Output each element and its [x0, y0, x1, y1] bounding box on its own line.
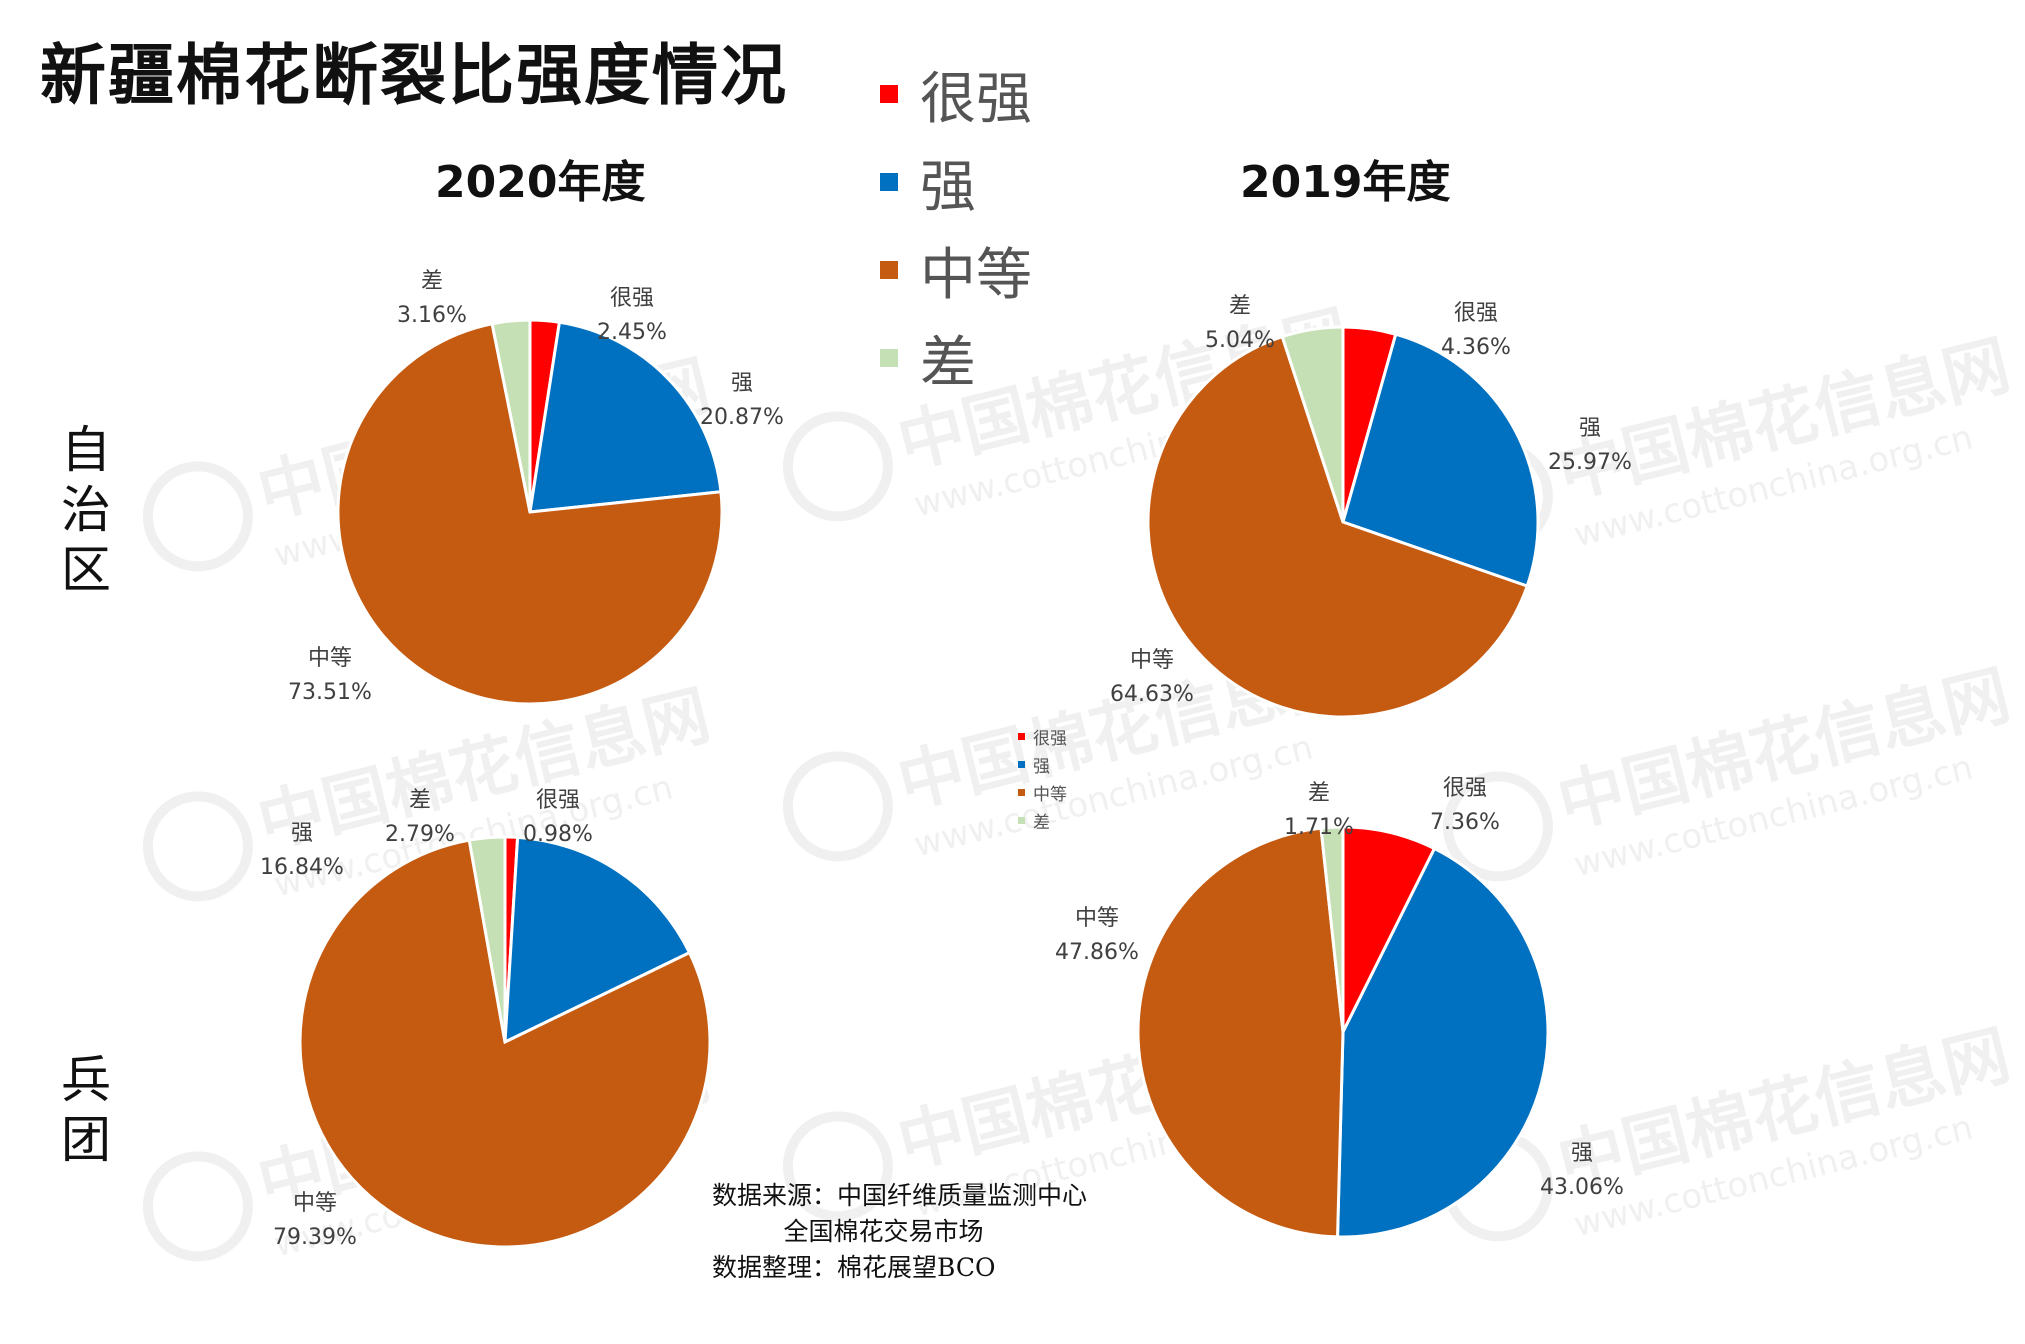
row-label-char: 兵: [61, 1051, 111, 1109]
slice-value-label: 5.04%: [1205, 328, 1275, 353]
pie-slice: [503, 835, 692, 1045]
slice-value-label: 0.98%: [523, 822, 593, 847]
slice-category-label: 强: [1571, 1141, 1593, 1166]
slice-value-label: 47.86%: [1055, 940, 1139, 965]
slice-category-label: 差: [421, 269, 443, 294]
pie-slice: [1341, 332, 1540, 589]
slice-value-label: 7.36%: [1430, 810, 1500, 835]
legend-label: 很强: [920, 66, 1032, 132]
legend-swatch: [880, 85, 898, 103]
legend-label: 中等: [1033, 784, 1067, 805]
slice-value-label: 20.87%: [700, 405, 784, 430]
pie-slice: [1136, 826, 1345, 1239]
slice-category-label: 差: [1229, 294, 1251, 319]
slice-category-label: 很强: [610, 286, 654, 311]
legend-item: 中等: [1018, 778, 1067, 806]
legend-swatch: [880, 261, 898, 279]
legend-swatch: [880, 173, 898, 191]
legend-item: 中等: [880, 226, 1032, 314]
data-source-note: 数据来源：中国纤维质量监测中心 全国棉花交易市场 数据整理：棉花展望BCO: [712, 1181, 1088, 1282]
legend-swatch: [1018, 788, 1025, 796]
legend-item: 很强: [1018, 722, 1067, 750]
legend-label: 差: [920, 330, 976, 396]
legend-item: 强: [1018, 750, 1067, 778]
slice-value-label: 2.79%: [385, 822, 455, 847]
pie-slice: [336, 322, 724, 706]
legend-small: 很强 强 中等 差: [1018, 722, 1067, 834]
pie-chart: 很强 7.36% 强 43.06% 中等 47.86% 差 1.71%: [1055, 776, 1624, 1239]
slice-value-label: 1.71%: [1284, 815, 1354, 840]
slice-category-label: 很强: [1454, 301, 1498, 326]
slice-category-label: 差: [1308, 781, 1330, 806]
slice-value-label: 25.97%: [1548, 450, 1632, 475]
legend-label: 中等: [920, 242, 1032, 308]
slice-category-label: 中等: [308, 646, 352, 671]
row-label-corps: 兵团: [56, 1050, 116, 1170]
slice-category-label: 差: [409, 788, 431, 813]
legend-item: 差: [880, 314, 1032, 402]
pie-chart: 很强 4.36% 强 25.97% 中等 64.63% 差 5.04%: [1110, 294, 1632, 719]
slice-value-label: 2.45%: [597, 320, 667, 345]
slice-category-label: 强: [731, 371, 753, 396]
page-title: 新疆棉花断裂比强度情况: [40, 36, 788, 114]
row-label-char: 自: [61, 421, 111, 479]
slice-category-label: 很强: [1443, 776, 1487, 801]
slice-value-label: 64.63%: [1110, 682, 1194, 707]
slice-category-label: 中等: [1075, 906, 1119, 931]
legend-item: 很强: [880, 50, 1032, 138]
row-label-char: 团: [61, 1111, 111, 1169]
slice-category-label: 中等: [1130, 648, 1174, 673]
legend: 很强 强 中等 差: [880, 50, 1032, 402]
legend-swatch: [880, 349, 898, 367]
legend-swatch: [1018, 816, 1025, 824]
row-label-region: 自治区: [56, 420, 116, 600]
legend-swatch: [1018, 760, 1025, 768]
year-label-2019: 2019年度: [1240, 157, 1451, 208]
legend-label: 强: [920, 154, 976, 220]
slice-value-label: 73.51%: [288, 680, 372, 705]
row-label-char: 治: [61, 481, 111, 539]
legend-item: 强: [880, 138, 1032, 226]
pie-chart: 很强 2.45% 强 20.87% 中等 73.51% 差 3.16%: [288, 269, 784, 706]
pie-slice: [528, 320, 723, 514]
slice-value-label: 3.16%: [397, 303, 467, 328]
slice-category-label: 强: [1579, 416, 1601, 441]
legend-item: 差: [1018, 806, 1067, 834]
row-label-char: 区: [61, 541, 111, 599]
slice-category-label: 很强: [536, 788, 580, 813]
pie-slice: [298, 838, 712, 1249]
pie-slice: [490, 318, 532, 513]
pie-slice: [1335, 846, 1550, 1239]
pie-chart: 很强 0.98% 强 16.84% 中等 79.39% 差 2.79%: [260, 788, 712, 1250]
slice-category-label: 中等: [293, 1191, 337, 1216]
slice-category-label: 强: [291, 821, 313, 846]
pie-slice: [1280, 325, 1345, 523]
legend-label: 很强: [1033, 728, 1067, 749]
legend-label: 差: [1033, 812, 1050, 833]
slice-value-label: 43.06%: [1540, 1175, 1624, 1200]
slice-value-label: 79.39%: [273, 1225, 357, 1250]
pie-slice: [1146, 334, 1530, 719]
pie-slice: [467, 835, 507, 1043]
legend-swatch: [1018, 732, 1025, 740]
slice-value-label: 4.36%: [1441, 335, 1511, 360]
year-label-2020: 2020年度: [435, 157, 646, 208]
legend-label: 强: [1033, 756, 1050, 777]
pie-slice: [1319, 825, 1345, 1033]
slice-value-label: 16.84%: [260, 855, 344, 880]
